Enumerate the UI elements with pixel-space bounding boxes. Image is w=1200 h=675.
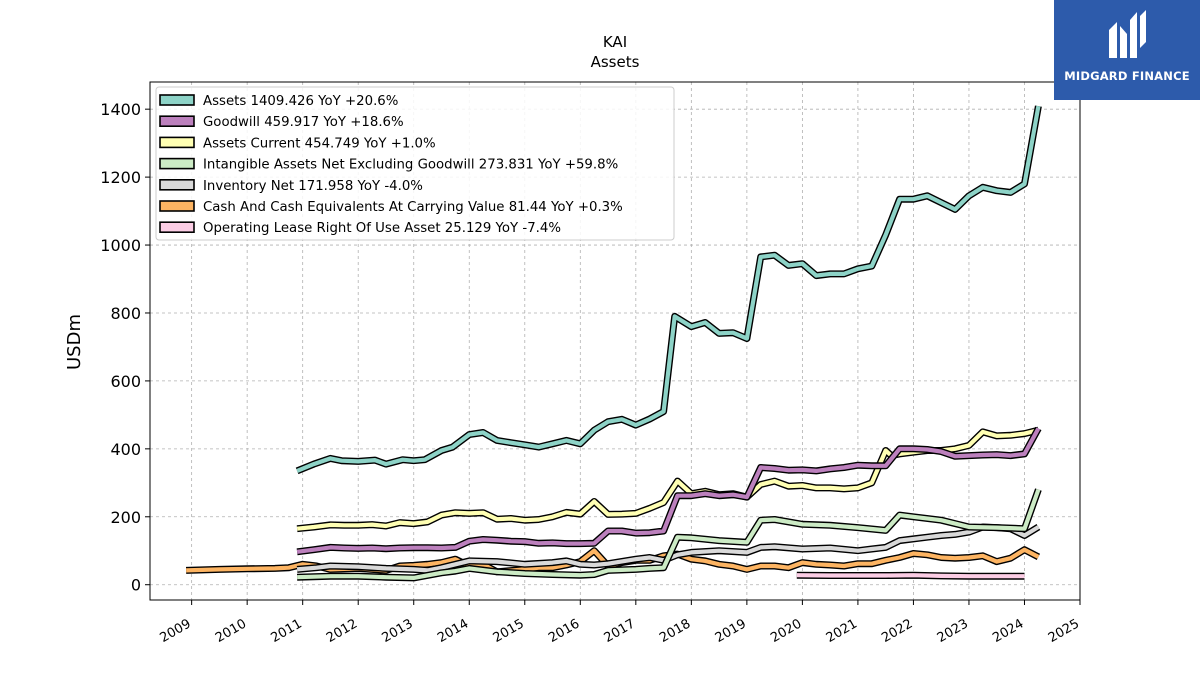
legend-swatch-intangible-assets-net-excluding-goodwill xyxy=(159,157,195,170)
y-tick-label: 200 xyxy=(110,508,141,527)
x-tick-label: 2023 xyxy=(935,616,971,646)
brand-mark-icon xyxy=(1109,10,1146,58)
series-line-goodwill xyxy=(296,427,1041,554)
y-tick-label: 800 xyxy=(110,304,141,323)
legend-label-assets-current: Assets Current 454.749 YoY +1.0% xyxy=(203,136,436,151)
legend-swatch-inventory-net xyxy=(159,179,195,191)
y-tick-label: 600 xyxy=(110,372,141,391)
x-tick-label: 2021 xyxy=(824,616,860,646)
x-tick-label: 2024 xyxy=(990,616,1026,646)
x-tick-label: 2015 xyxy=(491,616,527,646)
x-axis: 2009 2010 2011 2012 2013 2014 2015 2016 2017 2018… xyxy=(157,600,1082,646)
series-line-assets xyxy=(296,105,1041,473)
legend-swatch-goodwill xyxy=(159,115,195,127)
y-tick-label: 0 xyxy=(131,576,141,595)
x-tick-label: 2018 xyxy=(657,616,693,646)
x-tick-label: 2013 xyxy=(380,616,416,646)
series-line-operating-lease-right-of-use-asset xyxy=(796,573,1025,579)
legend-label-cash-and-cash-equivalents-at-carrying-value: Cash And Cash Equivalents At Carrying Va… xyxy=(203,200,623,215)
legend-label-assets: Assets 1409.426 YoY +20.6% xyxy=(203,94,398,109)
brand-logo: MIDGARD FINANCE xyxy=(1054,0,1200,100)
legend-swatch-cash-and-cash-equivalents-at-carrying-value xyxy=(159,200,195,212)
chart-subtitle: Assets xyxy=(591,53,640,71)
y-tick-label: 1400 xyxy=(100,100,141,119)
y-tick-label: 1200 xyxy=(100,168,141,187)
x-tick-label: 2025 xyxy=(1046,616,1082,646)
plot-frame xyxy=(149,81,1081,601)
legend-label-operating-lease-right-of-use-asset: Operating Lease Right Of Use Asset 25.12… xyxy=(203,221,561,236)
brand-name: MIDGARD FINANCE xyxy=(1064,69,1190,83)
legend-swatch-operating-lease-right-of-use-asset xyxy=(159,221,195,233)
series-lines xyxy=(185,105,1042,582)
legend-label-goodwill: Goodwill 459.917 YoY +18.6% xyxy=(203,115,404,130)
legend-swatch-assets xyxy=(159,94,195,106)
x-tick-label: 2009 xyxy=(157,616,193,646)
x-tick-label: 2019 xyxy=(713,616,749,646)
x-tick-label: 2020 xyxy=(768,616,804,646)
legend-label-intangible-assets-net-excluding-goodwill: Intangible Assets Net Excluding Goodwill… xyxy=(203,158,618,173)
x-tick-label: 2017 xyxy=(602,616,638,646)
legend-swatch-assets-current xyxy=(159,136,195,149)
x-tick-label: 2016 xyxy=(546,616,582,646)
legend: Assets 1409.426 YoY +20.6% Goodwill 459.9… xyxy=(155,86,675,241)
chart-title: KAI xyxy=(603,33,627,51)
x-tick-label: 2014 xyxy=(435,616,471,646)
series-line-intangible-assets-net-excluding-goodwill xyxy=(297,488,1041,581)
legend-box xyxy=(155,86,675,241)
y-tick-label: 1000 xyxy=(100,236,141,255)
x-tick-label: 2022 xyxy=(879,616,915,646)
y-axis-label: USDm xyxy=(64,314,85,370)
legend-label-inventory-net: Inventory Net 171.958 YoY -4.0% xyxy=(203,179,423,194)
y-tick-label: 400 xyxy=(110,440,141,459)
y-axis: 0 200 400 600 800 1000 1200 1400 xyxy=(100,100,150,595)
x-tick-label: 2012 xyxy=(324,616,360,646)
x-tick-label: 2010 xyxy=(213,616,249,646)
x-tick-label: 2011 xyxy=(269,616,305,646)
series-line-inventory-net xyxy=(296,524,1040,573)
